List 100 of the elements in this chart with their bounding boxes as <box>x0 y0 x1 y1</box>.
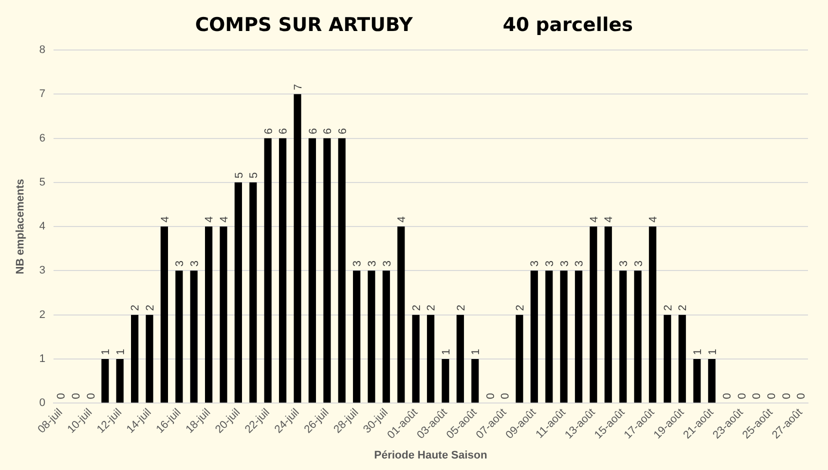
data-label: 0 <box>796 392 808 400</box>
data-label: 7 <box>292 84 304 90</box>
data-label: 0 <box>500 392 512 400</box>
data-label: 4 <box>648 216 660 223</box>
bar <box>294 94 302 403</box>
data-label: 2 <box>514 304 526 311</box>
data-label: 2 <box>677 304 690 311</box>
data-label: 4 <box>588 216 600 223</box>
bar <box>456 314 464 403</box>
data-label: 1 <box>692 348 704 355</box>
bar <box>368 270 376 403</box>
bar <box>101 358 109 403</box>
data-label: 5 <box>233 172 246 178</box>
bar <box>234 182 242 403</box>
data-label: 4 <box>159 216 172 223</box>
y-axis-title: NB emplacements <box>14 178 27 274</box>
bar <box>204 226 212 403</box>
bar <box>323 138 331 403</box>
x-axis-title: Période Haute Saison <box>374 449 488 462</box>
data-label: 3 <box>381 260 394 267</box>
data-label: 0 <box>780 392 793 400</box>
y-tick-label: 3 <box>39 264 46 277</box>
data-label: 3 <box>174 260 186 267</box>
bar <box>664 314 672 403</box>
bar <box>116 358 124 403</box>
data-label: 0 <box>56 392 68 400</box>
y-tick-label: 8 <box>39 44 46 56</box>
data-label: 3 <box>558 260 571 267</box>
data-label: 2 <box>662 304 674 311</box>
bar <box>708 358 716 403</box>
bar <box>249 182 257 403</box>
bar <box>471 358 479 403</box>
data-label: 3 <box>544 260 556 267</box>
data-label: 6 <box>307 128 320 134</box>
data-label: 5 <box>248 172 260 178</box>
data-label: 2 <box>410 304 423 311</box>
chart-title: COMPS SUR ARTUBY <box>195 14 413 36</box>
data-label: 2 <box>426 304 438 311</box>
data-label: 6 <box>278 128 290 134</box>
data-label: 0 <box>484 392 497 400</box>
data-label: 3 <box>366 260 378 267</box>
bar <box>146 314 154 403</box>
bar <box>382 270 390 403</box>
bar <box>175 270 183 403</box>
bar <box>516 314 524 403</box>
bar <box>619 270 627 403</box>
data-label: 3 <box>352 260 364 267</box>
bar <box>530 270 538 403</box>
data-label: 1 <box>706 348 719 355</box>
data-label: 0 <box>736 392 748 400</box>
bar <box>412 314 420 403</box>
data-label: 0 <box>722 392 734 400</box>
data-label: 2 <box>455 304 468 311</box>
data-label: 4 <box>603 216 616 223</box>
y-tick-label: 2 <box>39 308 46 321</box>
data-label: 0 <box>751 392 764 400</box>
data-label: 0 <box>766 392 778 400</box>
y-tick-label: 5 <box>39 176 46 188</box>
bar <box>220 226 228 403</box>
bar <box>264 138 272 403</box>
bar <box>160 226 168 403</box>
bar <box>590 226 598 403</box>
data-label: 3 <box>632 260 645 267</box>
bar <box>693 358 701 403</box>
bar <box>131 314 138 403</box>
bar <box>190 270 198 403</box>
data-label: 0 <box>70 392 83 400</box>
data-label: 4 <box>204 216 216 223</box>
bar <box>545 270 553 403</box>
data-label: 2 <box>130 304 142 311</box>
bar <box>678 314 686 403</box>
data-label: 3 <box>188 260 201 267</box>
bar <box>426 314 434 403</box>
y-tick-label: 4 <box>39 220 46 233</box>
bar <box>634 270 642 403</box>
data-label: 1 <box>114 348 127 355</box>
data-label: 1 <box>440 348 452 355</box>
data-label: 6 <box>336 128 349 134</box>
data-label: 3 <box>618 260 630 267</box>
y-tick-label: 7 <box>39 88 46 100</box>
data-label: 1 <box>100 348 112 355</box>
bar <box>278 138 286 403</box>
data-label: 2 <box>144 304 157 311</box>
data-label: 6 <box>262 128 275 134</box>
y-tick-label: 0 <box>39 397 46 410</box>
data-label: 0 <box>85 392 98 400</box>
bar <box>574 270 582 403</box>
data-label: 3 <box>574 260 586 267</box>
data-label: 1 <box>470 348 482 355</box>
data-label: 3 <box>529 260 542 267</box>
bar <box>648 226 656 403</box>
chart-subtitle: 40 parcelles <box>502 14 633 36</box>
y-tick-label: 1 <box>39 352 46 365</box>
data-label: 6 <box>322 128 334 134</box>
bar <box>352 270 360 403</box>
bar <box>397 226 405 403</box>
bar <box>560 270 568 403</box>
data-label: 4 <box>218 216 230 223</box>
bar <box>308 138 316 403</box>
bar <box>338 138 346 403</box>
